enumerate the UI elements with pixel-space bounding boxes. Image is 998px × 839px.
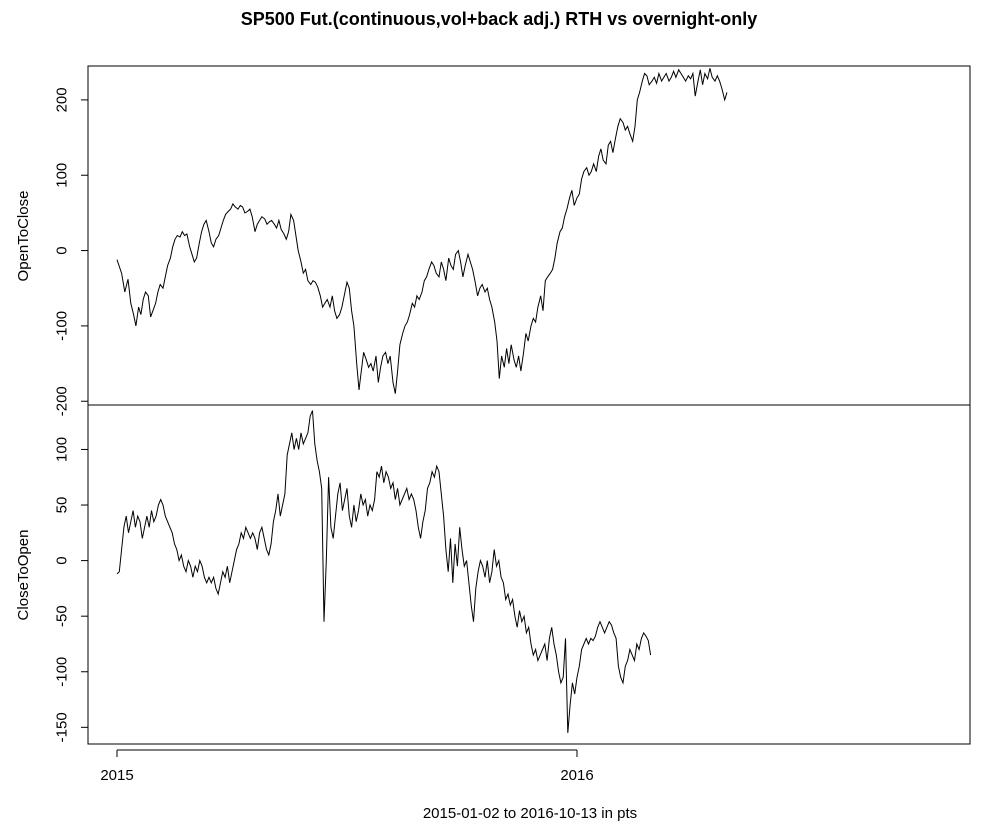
x-axis-label: 2015-01-02 to 2016-10-13 in pts bbox=[423, 805, 637, 822]
y-tick-label: -150 bbox=[54, 712, 71, 742]
y-tick-label: -100 bbox=[54, 657, 71, 687]
y-tick-label: 100 bbox=[54, 437, 71, 462]
y-tick-label: 100 bbox=[54, 163, 71, 188]
y-tick-label: -100 bbox=[54, 311, 71, 341]
y-tick-label: 50 bbox=[54, 497, 71, 514]
series-line-opentoclose bbox=[116, 68, 728, 394]
x-tick-label: 2016 bbox=[560, 767, 593, 784]
frame-open-to-close bbox=[87, 65, 971, 406]
frame-close-to-open bbox=[87, 404, 971, 745]
y-tick-label: 0 bbox=[54, 246, 71, 254]
x-tick-label: 2015 bbox=[100, 767, 133, 784]
ylabel-open-to-close: OpenToClose bbox=[15, 191, 32, 282]
y-tick-label: 200 bbox=[54, 87, 71, 112]
chart-title: SP500 Fut.(continuous,vol+back adj.) RTH… bbox=[241, 9, 758, 29]
y-tick-label: -50 bbox=[54, 605, 71, 627]
series-line-closetoopen bbox=[116, 410, 652, 733]
x-axis: 2015 2016 bbox=[100, 749, 594, 784]
panel-open-to-close: -200 -100 0 100 200 bbox=[54, 68, 728, 416]
ylabel-close-to-open: CloseToOpen bbox=[15, 530, 32, 621]
y-tick-label: -200 bbox=[54, 386, 71, 416]
y-tick-label: 0 bbox=[54, 556, 71, 564]
panel-close-to-open: -150 -100 -50 0 50 100 bbox=[54, 410, 652, 742]
